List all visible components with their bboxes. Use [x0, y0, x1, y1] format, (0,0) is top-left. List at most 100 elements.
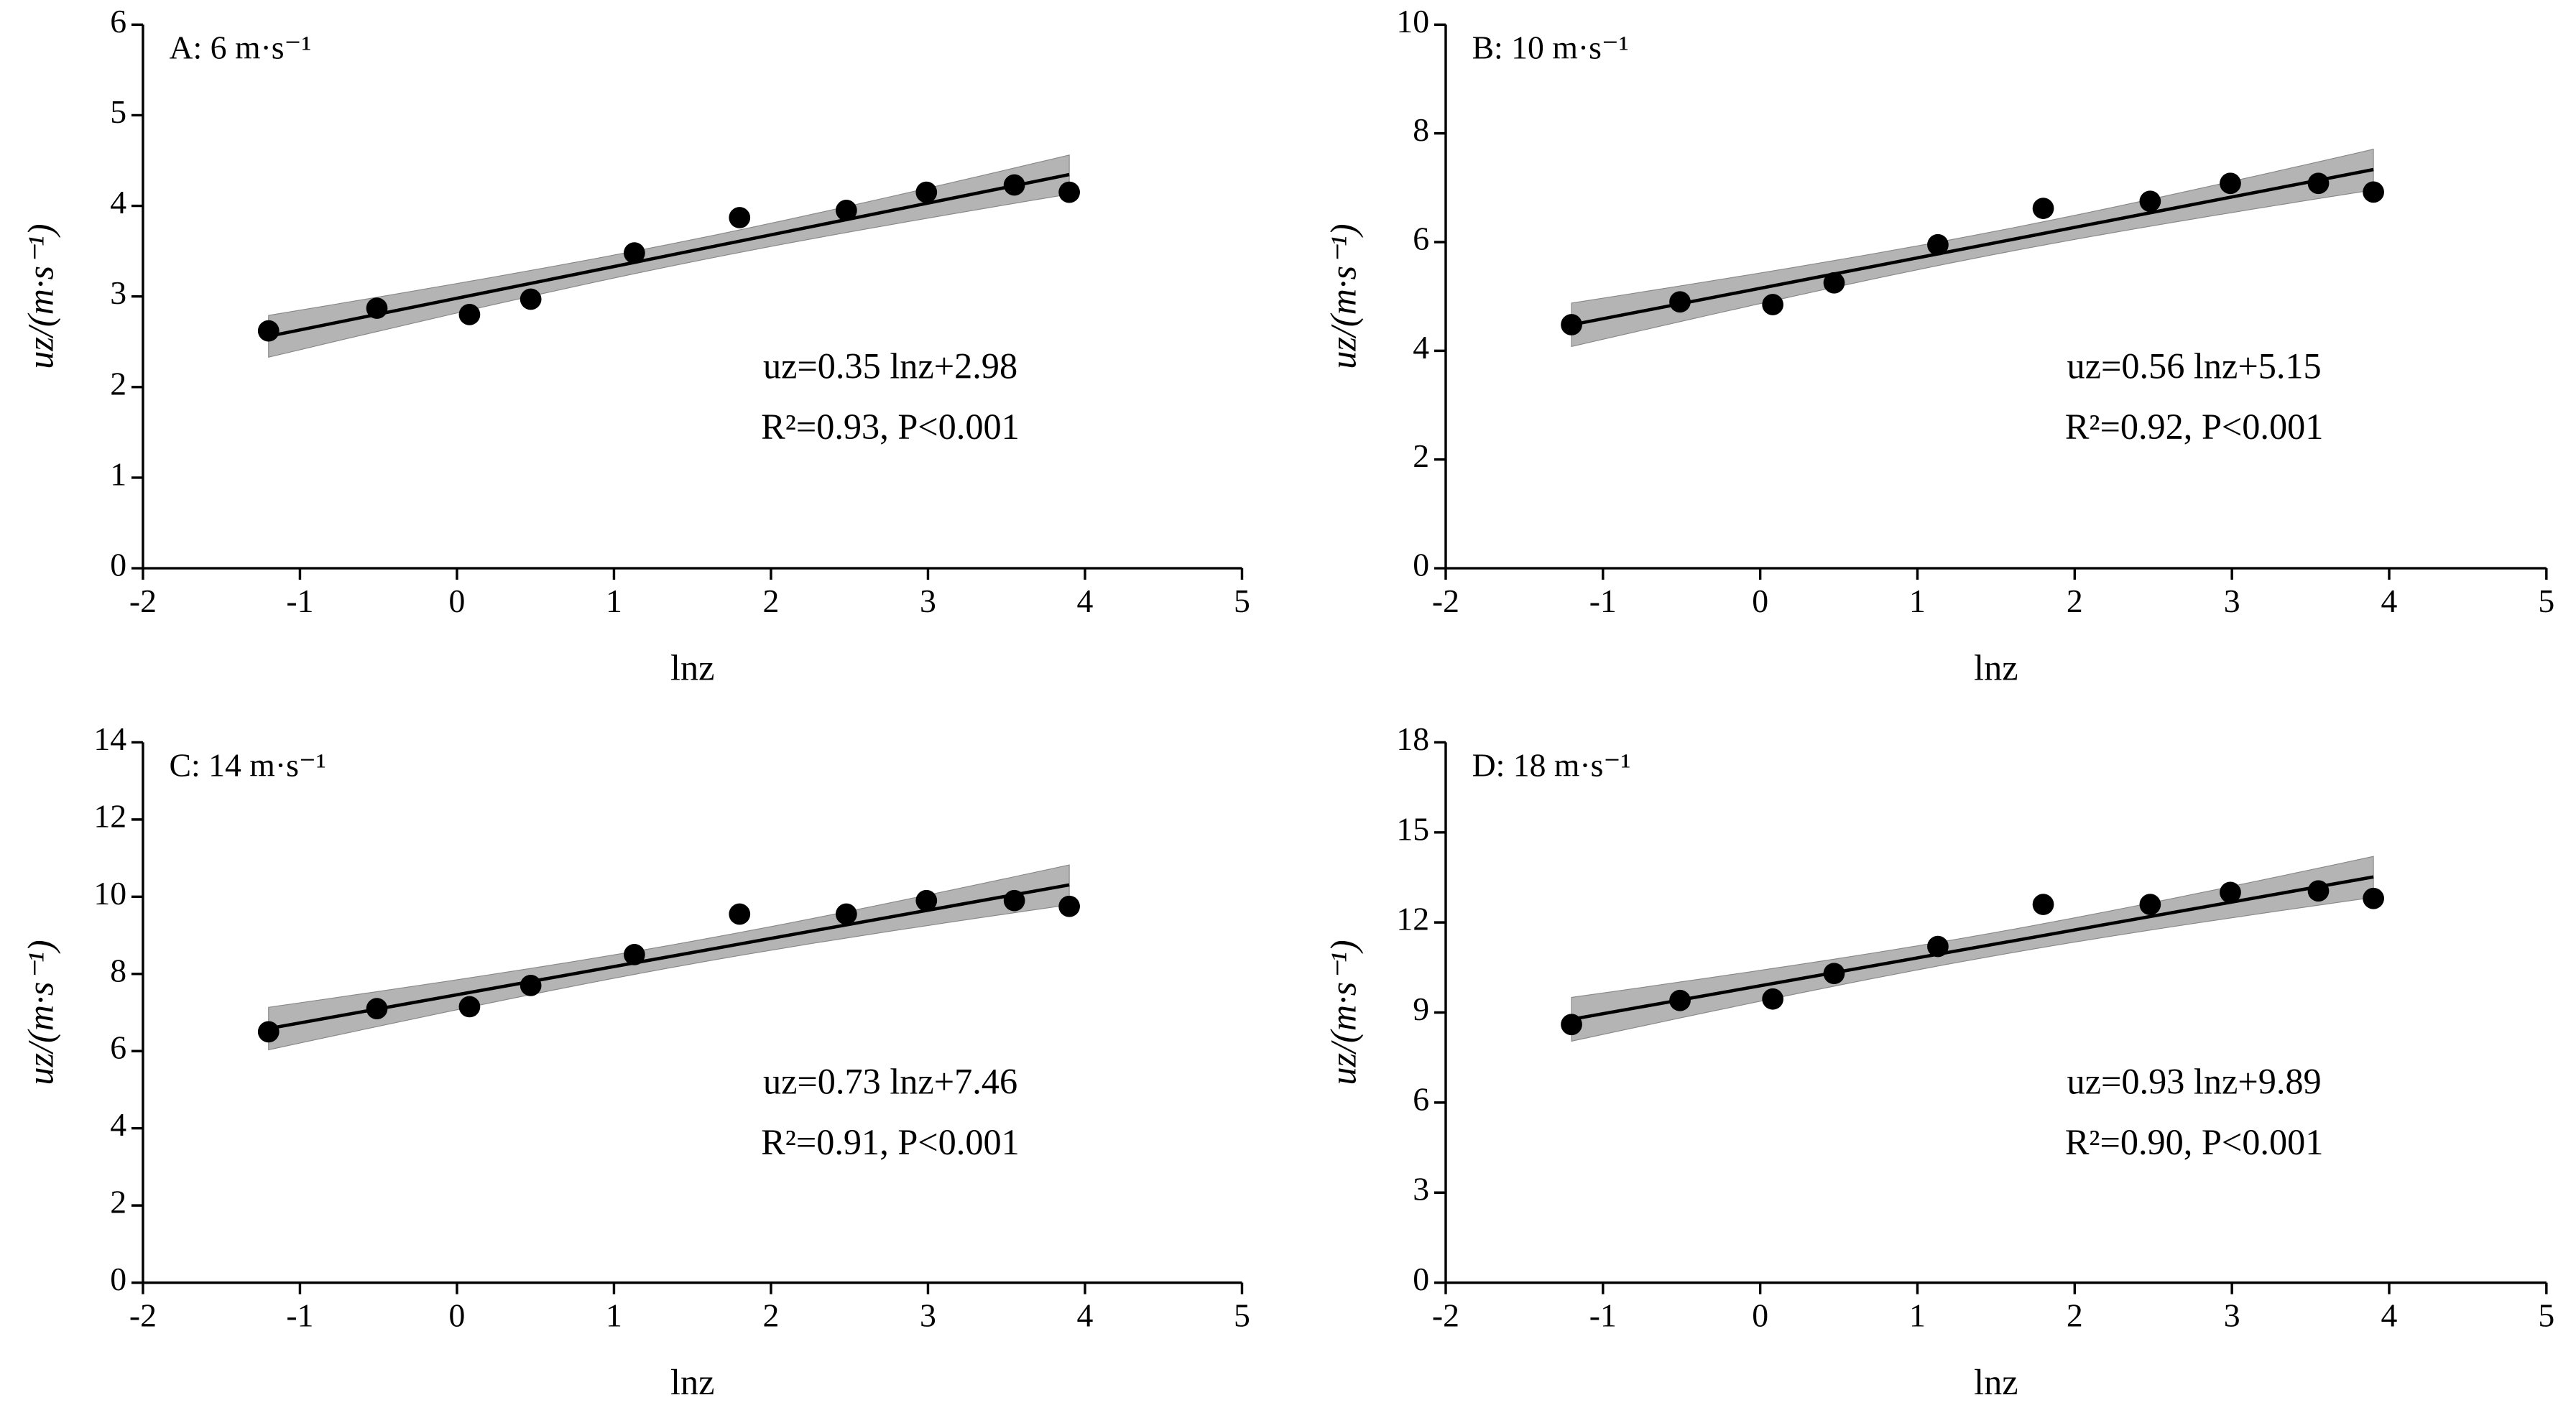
point — [2363, 181, 2384, 203]
point — [2032, 198, 2054, 219]
x-tick-label: -2 — [1432, 1297, 1459, 1333]
x-tick-label: 1 — [1909, 1297, 1926, 1333]
point — [1823, 272, 1845, 294]
regression-line — [1571, 875, 2374, 1021]
point — [2307, 880, 2330, 902]
x-tick-label: 0 — [1752, 583, 1768, 619]
y-tick-label: 1 — [110, 455, 126, 492]
annotation: uz=0.35 lnz+2.98 — [763, 346, 1017, 386]
point — [2220, 881, 2241, 904]
x-tick-label: 2 — [2067, 583, 2083, 619]
y-axis-label: uz/(m·s⁻¹) — [20, 940, 60, 1085]
y-tick-label: 8 — [110, 952, 126, 988]
x-tick-label: 2 — [763, 1297, 780, 1333]
x-tick-label: 3 — [2224, 583, 2240, 619]
panel-title: B: 10 m·s⁻¹ — [1472, 29, 1629, 65]
y-tick-label: 4 — [110, 184, 126, 221]
x-tick-label: 4 — [1077, 1297, 1094, 1333]
x-tick-label: 0 — [449, 1297, 466, 1333]
point — [2139, 894, 2161, 915]
point — [2032, 894, 2054, 915]
point — [835, 199, 857, 221]
annotation: R²=0.93, P<0.001 — [761, 407, 1020, 447]
x-tick-label: -2 — [129, 1297, 157, 1333]
x-tick-label: -1 — [1589, 1297, 1617, 1333]
point — [1762, 988, 1784, 1010]
point — [458, 304, 481, 325]
y-tick-label: 3 — [110, 274, 126, 311]
point — [1561, 314, 1582, 335]
point — [835, 903, 857, 925]
regression-line — [268, 883, 1070, 1031]
point — [520, 288, 542, 310]
y-tick-label: 10 — [93, 875, 126, 912]
y-tick-label: 12 — [1396, 901, 1429, 937]
point — [729, 207, 751, 228]
y-axis-label: uz/(m·s⁻¹) — [1323, 224, 1363, 369]
x-tick-label: 3 — [920, 583, 936, 619]
x-tick-label: -2 — [1432, 583, 1459, 619]
point — [2220, 172, 2241, 195]
point — [1058, 895, 1080, 917]
y-tick-label: 14 — [93, 720, 126, 757]
panel: -2 -1 0 1 2 3 4 5 0 2 4 6 8 10 lnz uz/(m·s⁻¹) B: 10 m·s⁻… — [1323, 3, 2554, 688]
x-tick-label: -1 — [1589, 583, 1617, 619]
x-axis-label: lnz — [670, 1362, 714, 1402]
panel-title: D: 18 m·s⁻¹ — [1472, 746, 1631, 783]
x-tick-label: 5 — [1234, 583, 1250, 619]
panel: -2 -1 0 1 2 3 4 5 0 1 2 3 4 5 6 lnz uz/(m·s⁻¹) A: 6 m·s⁻¹… — [20, 3, 1250, 688]
y-axis-label: uz/(m·s⁻¹) — [20, 224, 60, 369]
y-tick-label: 6 — [110, 1029, 126, 1066]
point — [1927, 935, 1949, 958]
x-tick-label: 3 — [2224, 1297, 2240, 1333]
point — [1058, 181, 1080, 203]
y-tick-label: 4 — [1413, 329, 1429, 366]
y-tick-label: 0 — [110, 547, 126, 583]
y-axis-label: uz/(m·s⁻¹) — [1323, 940, 1363, 1085]
x-tick-label: 2 — [763, 583, 780, 619]
point — [366, 998, 388, 1019]
x-tick-label: 0 — [1752, 1297, 1768, 1333]
point — [729, 903, 751, 925]
point — [624, 242, 645, 264]
x-tick-label: 2 — [2067, 1297, 2083, 1333]
y-tick-label: 18 — [1396, 720, 1429, 757]
point — [1762, 294, 1784, 315]
point — [1561, 1014, 1582, 1036]
y-tick-label: 0 — [110, 1261, 126, 1297]
x-tick-label: 3 — [920, 1297, 936, 1333]
point — [915, 889, 938, 912]
y-tick-label: 6 — [1413, 1080, 1429, 1117]
y-tick-label: 6 — [110, 3, 126, 40]
y-tick-label: 15 — [1396, 810, 1429, 847]
annotation: uz=0.93 lnz+9.89 — [2067, 1062, 2322, 1102]
x-tick-label: 1 — [1909, 583, 1926, 619]
y-tick-label: 10 — [1396, 3, 1429, 40]
y-tick-label: 12 — [93, 797, 126, 834]
x-tick-label: -1 — [286, 583, 313, 619]
point — [520, 975, 542, 996]
x-tick-label: 4 — [2381, 583, 2398, 619]
point — [2363, 887, 2384, 909]
y-tick-label: 8 — [1413, 111, 1429, 148]
point — [257, 1021, 280, 1043]
y-tick-label: 0 — [1413, 547, 1429, 583]
point — [1003, 174, 1025, 196]
regression-line — [268, 172, 1070, 338]
point — [2307, 172, 2330, 195]
y-tick-label: 9 — [1413, 991, 1429, 1027]
point — [366, 297, 388, 319]
panel-title: A: 6 m·s⁻¹ — [170, 29, 312, 65]
point — [624, 944, 645, 965]
y-tick-label: 3 — [1413, 1171, 1429, 1208]
annotation: R²=0.92, P<0.001 — [2065, 407, 2324, 447]
x-tick-label: 5 — [2538, 1297, 2554, 1333]
x-tick-label: 4 — [1077, 583, 1094, 619]
point — [1669, 291, 1691, 313]
y-tick-label: 6 — [1413, 221, 1429, 257]
y-tick-label: 2 — [110, 365, 126, 402]
x-tick-label: -2 — [129, 583, 157, 619]
